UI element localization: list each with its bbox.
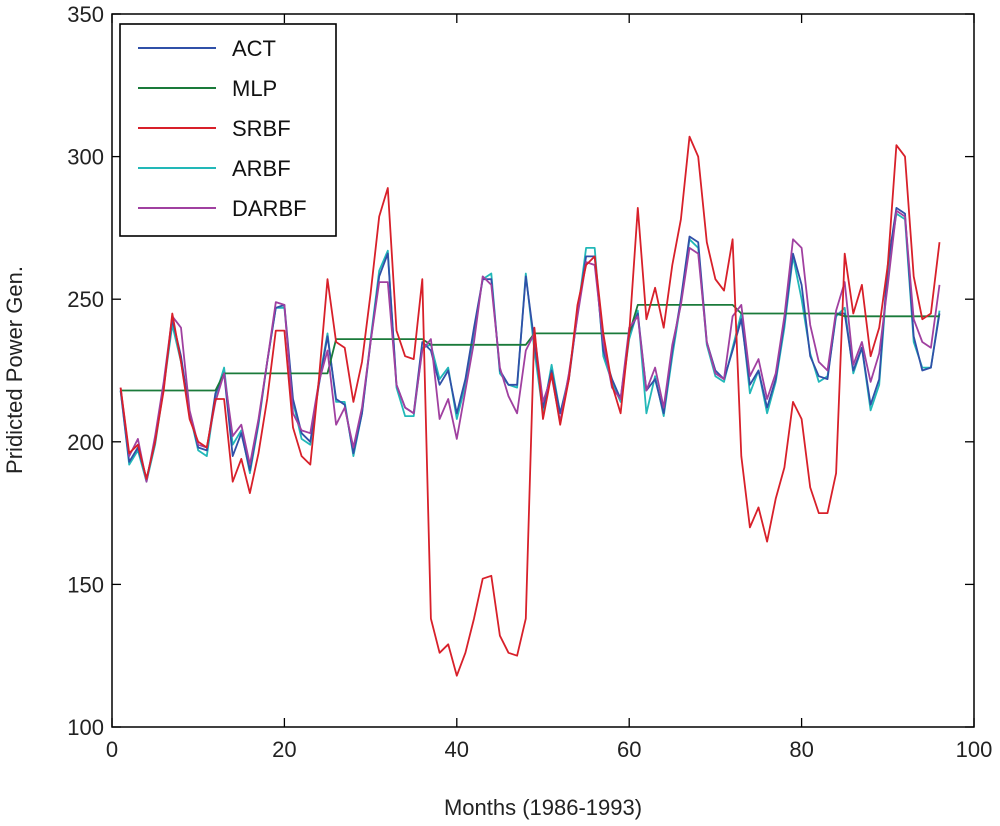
y-tick-label: 100 — [67, 715, 104, 740]
legend: ACT MLP SRBF ARBF DARBF — [119, 23, 337, 237]
ticks-layer: 0 20 40 60 80 100 100 150 200 250 300 350 — [67, 2, 992, 762]
series-line-mlp — [120, 303, 940, 392]
legend-label-srbf: SRBF — [232, 116, 291, 141]
y-tick-label: 250 — [67, 287, 104, 312]
x-tick-label: 40 — [445, 737, 469, 762]
x-tick-label: 100 — [956, 737, 993, 762]
y-tick-label: 300 — [67, 145, 104, 170]
x-axis-label: Months (1986-1993) — [444, 795, 642, 820]
legend-label-arbf: ARBF — [232, 156, 291, 181]
legend-label-darbf: DARBF — [232, 196, 307, 221]
legend-label-mlp: MLP — [232, 76, 277, 101]
plot-frame — [111, 13, 975, 728]
series-layer — [119, 135, 941, 677]
series-line-srbf — [119, 135, 941, 677]
y-axis-label: Pridicted Power Gen. — [2, 266, 27, 474]
legend-box — [119, 23, 337, 237]
legend-label-act: ACT — [232, 36, 276, 61]
series-line-darbf — [119, 209, 941, 483]
y-tick-label: 150 — [67, 572, 104, 597]
y-tick-label: 200 — [67, 430, 104, 455]
y-tick-label: 350 — [67, 2, 104, 27]
x-tick-label: 20 — [272, 737, 296, 762]
x-tick-label: 80 — [789, 737, 813, 762]
x-tick-label: 60 — [617, 737, 641, 762]
x-tick-label: 0 — [106, 737, 118, 762]
